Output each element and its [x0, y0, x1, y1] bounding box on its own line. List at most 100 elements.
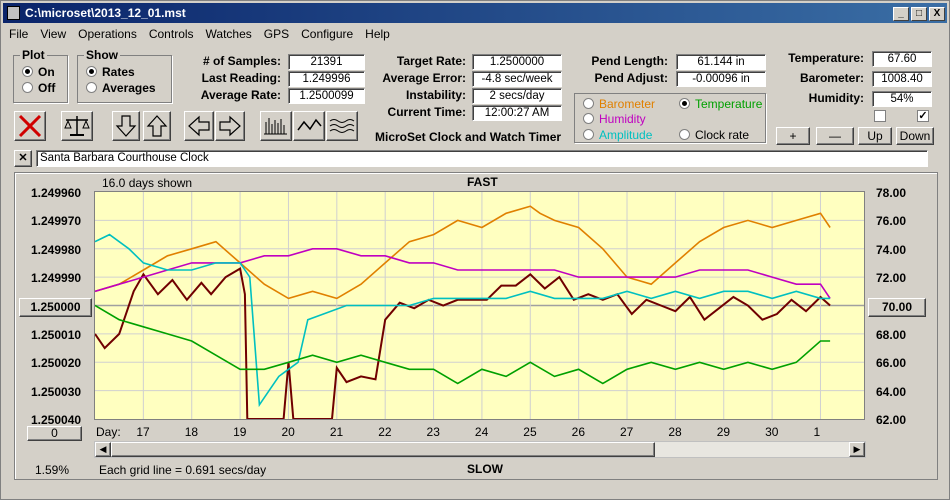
calibrate-button[interactable] [61, 111, 93, 141]
x-tick-label: 19 [233, 425, 247, 439]
pend-adjust-field: -0.00096 in [676, 71, 766, 87]
left-tick-1: 1.249970 [31, 214, 82, 228]
average-rate-field: 1.2500099 [288, 88, 365, 104]
humidity-label: Humidity: [808, 91, 864, 105]
plus-button[interactable]: + [776, 127, 810, 145]
left-tick-2: 1.249980 [31, 243, 82, 257]
slow-label: SLOW [467, 462, 503, 476]
x-tick-label: 26 [571, 425, 585, 439]
instability-label: Instability: [405, 88, 466, 102]
minimize-button[interactable]: _ [893, 7, 909, 21]
right-tick-7: 64.00 [876, 385, 907, 399]
day-axis-label: Day: [96, 425, 121, 439]
scroll-left-icon[interactable]: ◀ [95, 442, 111, 457]
samples-label: # of Samples: [202, 54, 281, 68]
plot-area[interactable] [94, 191, 865, 420]
left-tick-8: 1.250040 [31, 413, 82, 427]
menu-help[interactable]: Help [365, 27, 390, 41]
menu-file[interactable]: File [9, 27, 29, 41]
menu-controls[interactable]: Controls [148, 27, 194, 41]
series-selector: Barometer Temperature Humidity Amplitude… [574, 93, 766, 143]
amplitude-radio[interactable]: Amplitude [583, 128, 652, 142]
fast-label: FAST [467, 175, 498, 189]
clear-clock-button[interactable]: ✕ [14, 150, 32, 167]
zero-button[interactable]: 0 [27, 426, 82, 441]
minus-button[interactable]: — [816, 127, 854, 145]
temperature-field: 67.60 [872, 51, 932, 67]
average-rate-label: Average Rate: [200, 88, 281, 102]
series-line-clock-rate [94, 267, 831, 420]
shift-left-button[interactable] [184, 111, 214, 141]
bar-display-button[interactable] [260, 111, 292, 141]
right-tick-3: 72.00 [876, 271, 907, 285]
maximize-button[interactable]: □ [911, 7, 927, 21]
close-button[interactable]: X [929, 7, 945, 21]
right-tick-6: 66.00 [876, 356, 907, 370]
right-checkbox-checked[interactable]: ✓ [917, 110, 929, 122]
temperature-radio[interactable]: Temperature [679, 97, 762, 111]
left-value-button[interactable]: 1.250000 [19, 298, 92, 317]
scroll-thumb[interactable] [111, 442, 655, 457]
shift-right-button[interactable] [215, 111, 245, 141]
percent-readout: 1.59% [35, 463, 70, 477]
menu-watches[interactable]: Watches [205, 27, 252, 41]
right-tick-8: 62.00 [876, 413, 907, 427]
plot-on-radio[interactable]: On [22, 65, 55, 79]
right-value-button[interactable]: 70.00 [868, 298, 926, 317]
barometer-label: Barometer: [799, 71, 864, 85]
average-error-label: Average Error: [382, 71, 466, 85]
x-tick-label: 21 [329, 425, 344, 439]
target-rate-label: Target Rate: [396, 54, 466, 68]
app-caption: MicroSet Clock and Watch Timer [375, 130, 562, 144]
days-shown-label: 16.0 days shown [102, 176, 193, 190]
barometer-field: 1008.40 [872, 71, 932, 87]
grid-note: Each grid line = 0.691 secs/day [99, 463, 267, 477]
current-time-field: 12:00:27 AM [472, 105, 562, 121]
down-button[interactable]: Down [896, 127, 934, 145]
clock-rate-radio[interactable]: Clock rate [679, 128, 749, 142]
show-averages-radio[interactable]: Averages [86, 81, 156, 95]
menu-gps[interactable]: GPS [263, 27, 290, 41]
pend-length-label: Pend Length: [591, 54, 668, 68]
instability-field: 2 secs/day [472, 88, 562, 104]
line-display-button[interactable] [293, 111, 325, 141]
humidity-radio[interactable]: Humidity [583, 112, 646, 126]
arrow-down-icon [115, 115, 137, 137]
up-button[interactable]: Up [858, 127, 892, 145]
wave-display-button[interactable] [326, 111, 358, 141]
left-tick-0: 1.249960 [31, 186, 82, 200]
samples-field: 21391 [288, 54, 365, 70]
arrow-right-icon [219, 115, 241, 137]
window-title: C:\microset\2013_12_01.mst [25, 6, 186, 20]
bars-icon [264, 118, 287, 135]
shift-down-button[interactable] [112, 111, 140, 141]
menu-view[interactable]: View [40, 27, 67, 41]
right-tick-1: 76.00 [876, 214, 907, 228]
chart-panel [14, 172, 938, 480]
series-line-amplitude [94, 233, 831, 408]
arrow-left-icon [188, 115, 210, 137]
menu-operations[interactable]: Operations [78, 27, 137, 41]
left-tick-7: 1.250030 [31, 385, 82, 399]
menu-configure[interactable]: Configure [301, 27, 354, 41]
menu-bar: File View Operations Controls Watches GPS Conf… [3, 24, 947, 42]
left-checkbox[interactable] [874, 110, 886, 122]
clock-name-field[interactable]: Santa Barbara Courthouse Clock [36, 150, 928, 167]
title-bar: C:\microset\2013_12_01.mst _ □ X [3, 3, 947, 23]
target-rate-field: 1.2500000 [472, 54, 562, 70]
stop-button[interactable] [14, 111, 46, 141]
plot-group-title: Plot [20, 48, 47, 62]
x-tick-label: 1 [813, 425, 821, 439]
show-group-title: Show [84, 48, 120, 62]
show-rates-radio[interactable]: Rates [86, 65, 135, 79]
arrow-up-icon [146, 115, 168, 137]
pend-length-field: 61.144 in [676, 54, 766, 70]
last-reading-label: Last Reading: [201, 71, 281, 85]
scroll-right-icon[interactable]: ▶ [849, 442, 865, 457]
series-line-temperature [94, 304, 831, 385]
barometer-radio[interactable]: Barometer [583, 97, 655, 111]
plot-off-radio[interactable]: Off [22, 81, 55, 95]
horizontal-scrollbar[interactable]: ◀ ▶ [94, 441, 866, 458]
series-line-barometer [94, 205, 831, 300]
shift-up-button[interactable] [143, 111, 171, 141]
